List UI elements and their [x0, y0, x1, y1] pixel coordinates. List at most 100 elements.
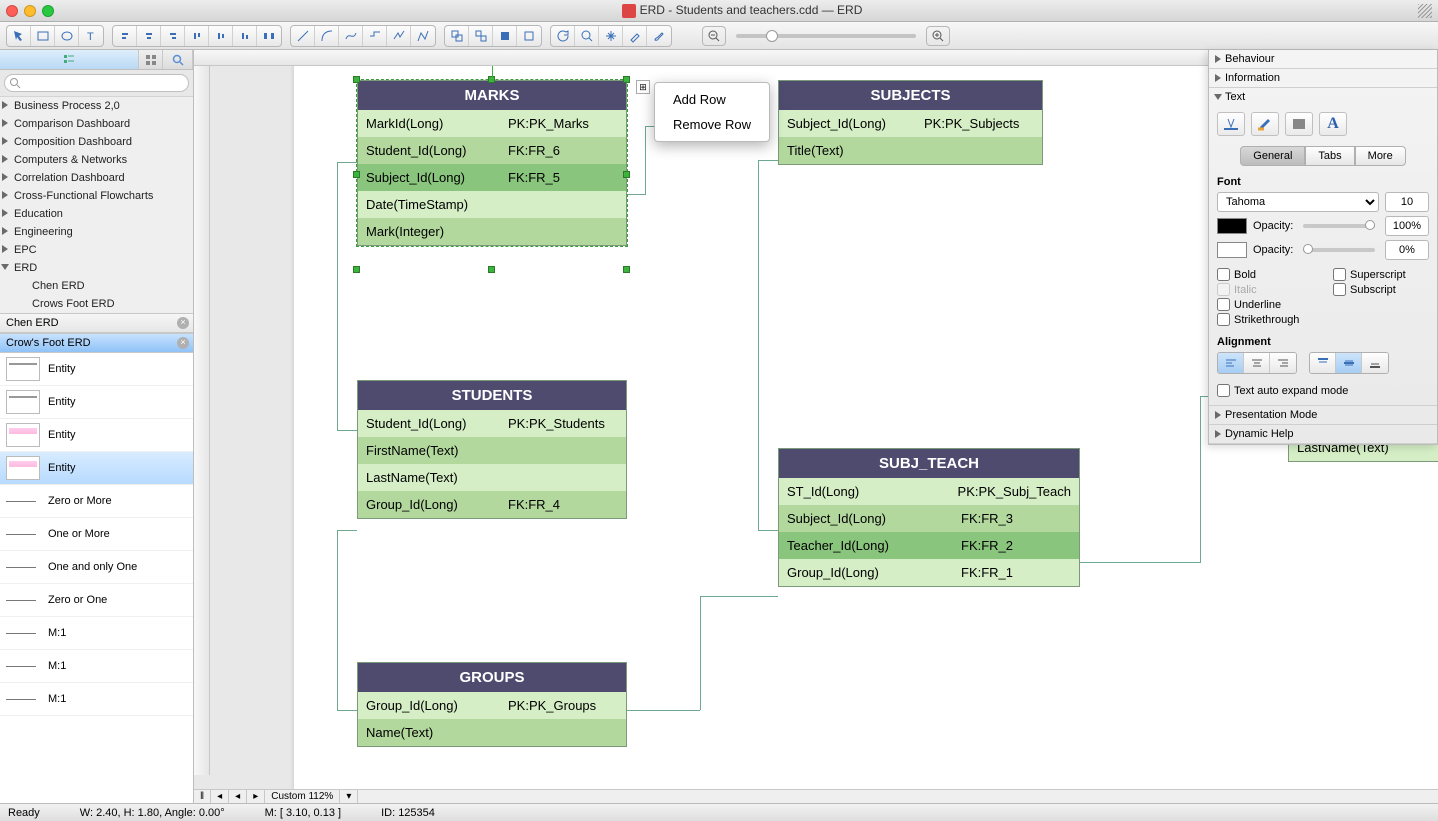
selection-handle[interactable] — [353, 76, 360, 83]
tree-item[interactable]: Cross-Functional Flowcharts — [0, 187, 193, 205]
smart-connector-button[interactable] — [387, 26, 411, 46]
sidebar-tab-tree[interactable] — [0, 50, 139, 69]
ellipse-tool-button[interactable] — [55, 26, 79, 46]
distribute-button[interactable] — [257, 26, 281, 46]
erd-table-row[interactable]: Student_Id(Long)FK:FR_6 — [358, 137, 626, 164]
close-window-button[interactable] — [6, 5, 18, 17]
shape-row[interactable]: M:1 — [0, 683, 193, 716]
fill-style-icon[interactable] — [1285, 112, 1313, 136]
front-button[interactable] — [493, 26, 517, 46]
bg-color-swatch[interactable] — [1217, 242, 1247, 258]
tree-item[interactable]: Correlation Dashboard — [0, 169, 193, 187]
shape-row[interactable]: M:1 — [0, 650, 193, 683]
tree-item-child[interactable]: Crows Foot ERD — [0, 295, 193, 313]
page-next-button[interactable]: ▸ — [247, 790, 265, 803]
erd-table-row[interactable]: Subject_Id(Long)FK:FR_5 — [358, 164, 626, 191]
props-header-presentation[interactable]: Presentation Mode — [1209, 406, 1437, 424]
valign-top-button[interactable] — [1310, 353, 1336, 373]
erd-table-row[interactable]: Student_Id(Long)PK:PK_Students — [358, 410, 626, 437]
tree-item[interactable]: EPC — [0, 241, 193, 259]
tree-item[interactable]: Composition Dashboard — [0, 133, 193, 151]
props-header-text[interactable]: Text — [1209, 88, 1437, 106]
arc-tool-button[interactable] — [315, 26, 339, 46]
selection-handle[interactable] — [623, 171, 630, 178]
shape-row[interactable]: One or More — [0, 518, 193, 551]
superscript-checkbox[interactable] — [1333, 268, 1346, 281]
props-header-dynamic-help[interactable]: Dynamic Help — [1209, 425, 1437, 443]
select-tool-button[interactable] — [7, 26, 31, 46]
selection-tag-icon[interactable]: ⊞ — [636, 80, 650, 94]
sidebar-tab-grid[interactable] — [139, 50, 163, 69]
props-tab-more[interactable]: More — [1355, 146, 1406, 166]
align-right-button[interactable] — [161, 26, 185, 46]
font-size-input[interactable] — [1385, 192, 1429, 212]
text-tool-button[interactable]: T — [79, 26, 103, 46]
zoom-dropdown[interactable]: ▾ — [340, 790, 358, 803]
context-menu-remove-row[interactable]: Remove Row — [655, 112, 769, 137]
tree-item[interactable]: Education — [0, 205, 193, 223]
align-center-h-button[interactable] — [137, 26, 161, 46]
shape-row[interactable]: One and only One — [0, 551, 193, 584]
erd-table-row[interactable]: Date(TimeStamp) — [358, 191, 626, 218]
shape-row[interactable]: Entity — [0, 452, 193, 485]
font-style-icon[interactable]: A — [1319, 112, 1347, 136]
tree-item[interactable]: Business Process 2,0 — [0, 97, 193, 115]
erd-table-row[interactable]: Mark(Integer) — [358, 218, 626, 245]
group-button[interactable] — [445, 26, 469, 46]
erd-table-row[interactable]: Name(Text) — [358, 719, 626, 746]
close-icon[interactable]: × — [177, 337, 189, 349]
minimize-window-button[interactable] — [24, 5, 36, 17]
fg-opacity-input[interactable] — [1385, 216, 1429, 236]
refresh-button[interactable] — [551, 26, 575, 46]
erd-table-subjects[interactable]: SUBJECTSSubject_Id(Long)PK:PK_SubjectsTi… — [778, 80, 1043, 165]
library-header[interactable]: Crow's Foot ERD× — [0, 333, 193, 353]
align-bottom-button[interactable] — [233, 26, 257, 46]
props-tab-tabs[interactable]: Tabs — [1305, 146, 1354, 166]
line-tool-button[interactable] — [291, 26, 315, 46]
erd-table-row[interactable]: Group_Id(Long)FK:FR_1 — [779, 559, 1079, 586]
props-tab-general[interactable]: General — [1240, 146, 1305, 166]
shape-row[interactable]: Zero or More — [0, 485, 193, 518]
selection-handle[interactable] — [353, 266, 360, 273]
shape-row[interactable]: M:1 — [0, 617, 193, 650]
shape-row[interactable]: Entity — [0, 353, 193, 386]
zoom-out-button[interactable] — [702, 26, 726, 46]
pan-tool-button[interactable] — [599, 26, 623, 46]
bg-opacity-input[interactable] — [1385, 240, 1429, 260]
align-top-button[interactable] — [185, 26, 209, 46]
scroll-toggle[interactable]: ‖ — [194, 790, 211, 803]
erd-table-row[interactable]: Subject_Id(Long)FK:FR_3 — [779, 505, 1079, 532]
underline-checkbox[interactable] — [1217, 298, 1230, 311]
ungroup-button[interactable] — [469, 26, 493, 46]
close-icon[interactable]: × — [177, 317, 189, 329]
bg-opacity-slider[interactable] — [1303, 248, 1375, 252]
library-header[interactable]: Chen ERD× — [0, 313, 193, 333]
shape-row[interactable]: Entity — [0, 386, 193, 419]
tree-item-child[interactable]: Chen ERD — [0, 277, 193, 295]
erd-table-row[interactable]: MarkId(Long)PK:PK_Marks — [358, 110, 626, 137]
font-family-select[interactable]: Tahoma — [1217, 192, 1379, 212]
erd-table-subj_teach[interactable]: SUBJ_TEACHST_Id(Long)PK:PK_Subj_TeachSub… — [778, 448, 1080, 587]
connector-tool-button[interactable] — [363, 26, 387, 46]
props-header-behaviour[interactable]: Behaviour — [1209, 50, 1437, 68]
italic-checkbox[interactable] — [1217, 283, 1230, 296]
tree-item[interactable]: Engineering — [0, 223, 193, 241]
erd-table-row[interactable]: FirstName(Text) — [358, 437, 626, 464]
curve-tool-button[interactable] — [339, 26, 363, 46]
valign-middle-button[interactable] — [1336, 353, 1362, 373]
highlight-style-icon[interactable] — [1251, 112, 1279, 136]
polyline-tool-button[interactable] — [411, 26, 435, 46]
zoom-window-button[interactable] — [42, 5, 54, 17]
erd-table-row[interactable]: Group_Id(Long)FK:FR_4 — [358, 491, 626, 518]
page-first-button[interactable]: ◂ — [211, 790, 229, 803]
fg-color-swatch[interactable] — [1217, 218, 1247, 234]
erd-table-row[interactable]: LastName(Text) — [358, 464, 626, 491]
back-button[interactable] — [517, 26, 541, 46]
zoom-slider[interactable] — [736, 34, 916, 38]
erd-table-row[interactable]: Teacher_Id(Long)FK:FR_2 — [779, 532, 1079, 559]
halign-left-button[interactable] — [1218, 353, 1244, 373]
erd-table-students[interactable]: STUDENTSStudent_Id(Long)PK:PK_StudentsFi… — [357, 380, 627, 519]
erd-table-row[interactable]: Title(Text) — [779, 137, 1042, 164]
auto-expand-checkbox[interactable] — [1217, 384, 1230, 397]
shape-row[interactable]: Entity — [0, 419, 193, 452]
